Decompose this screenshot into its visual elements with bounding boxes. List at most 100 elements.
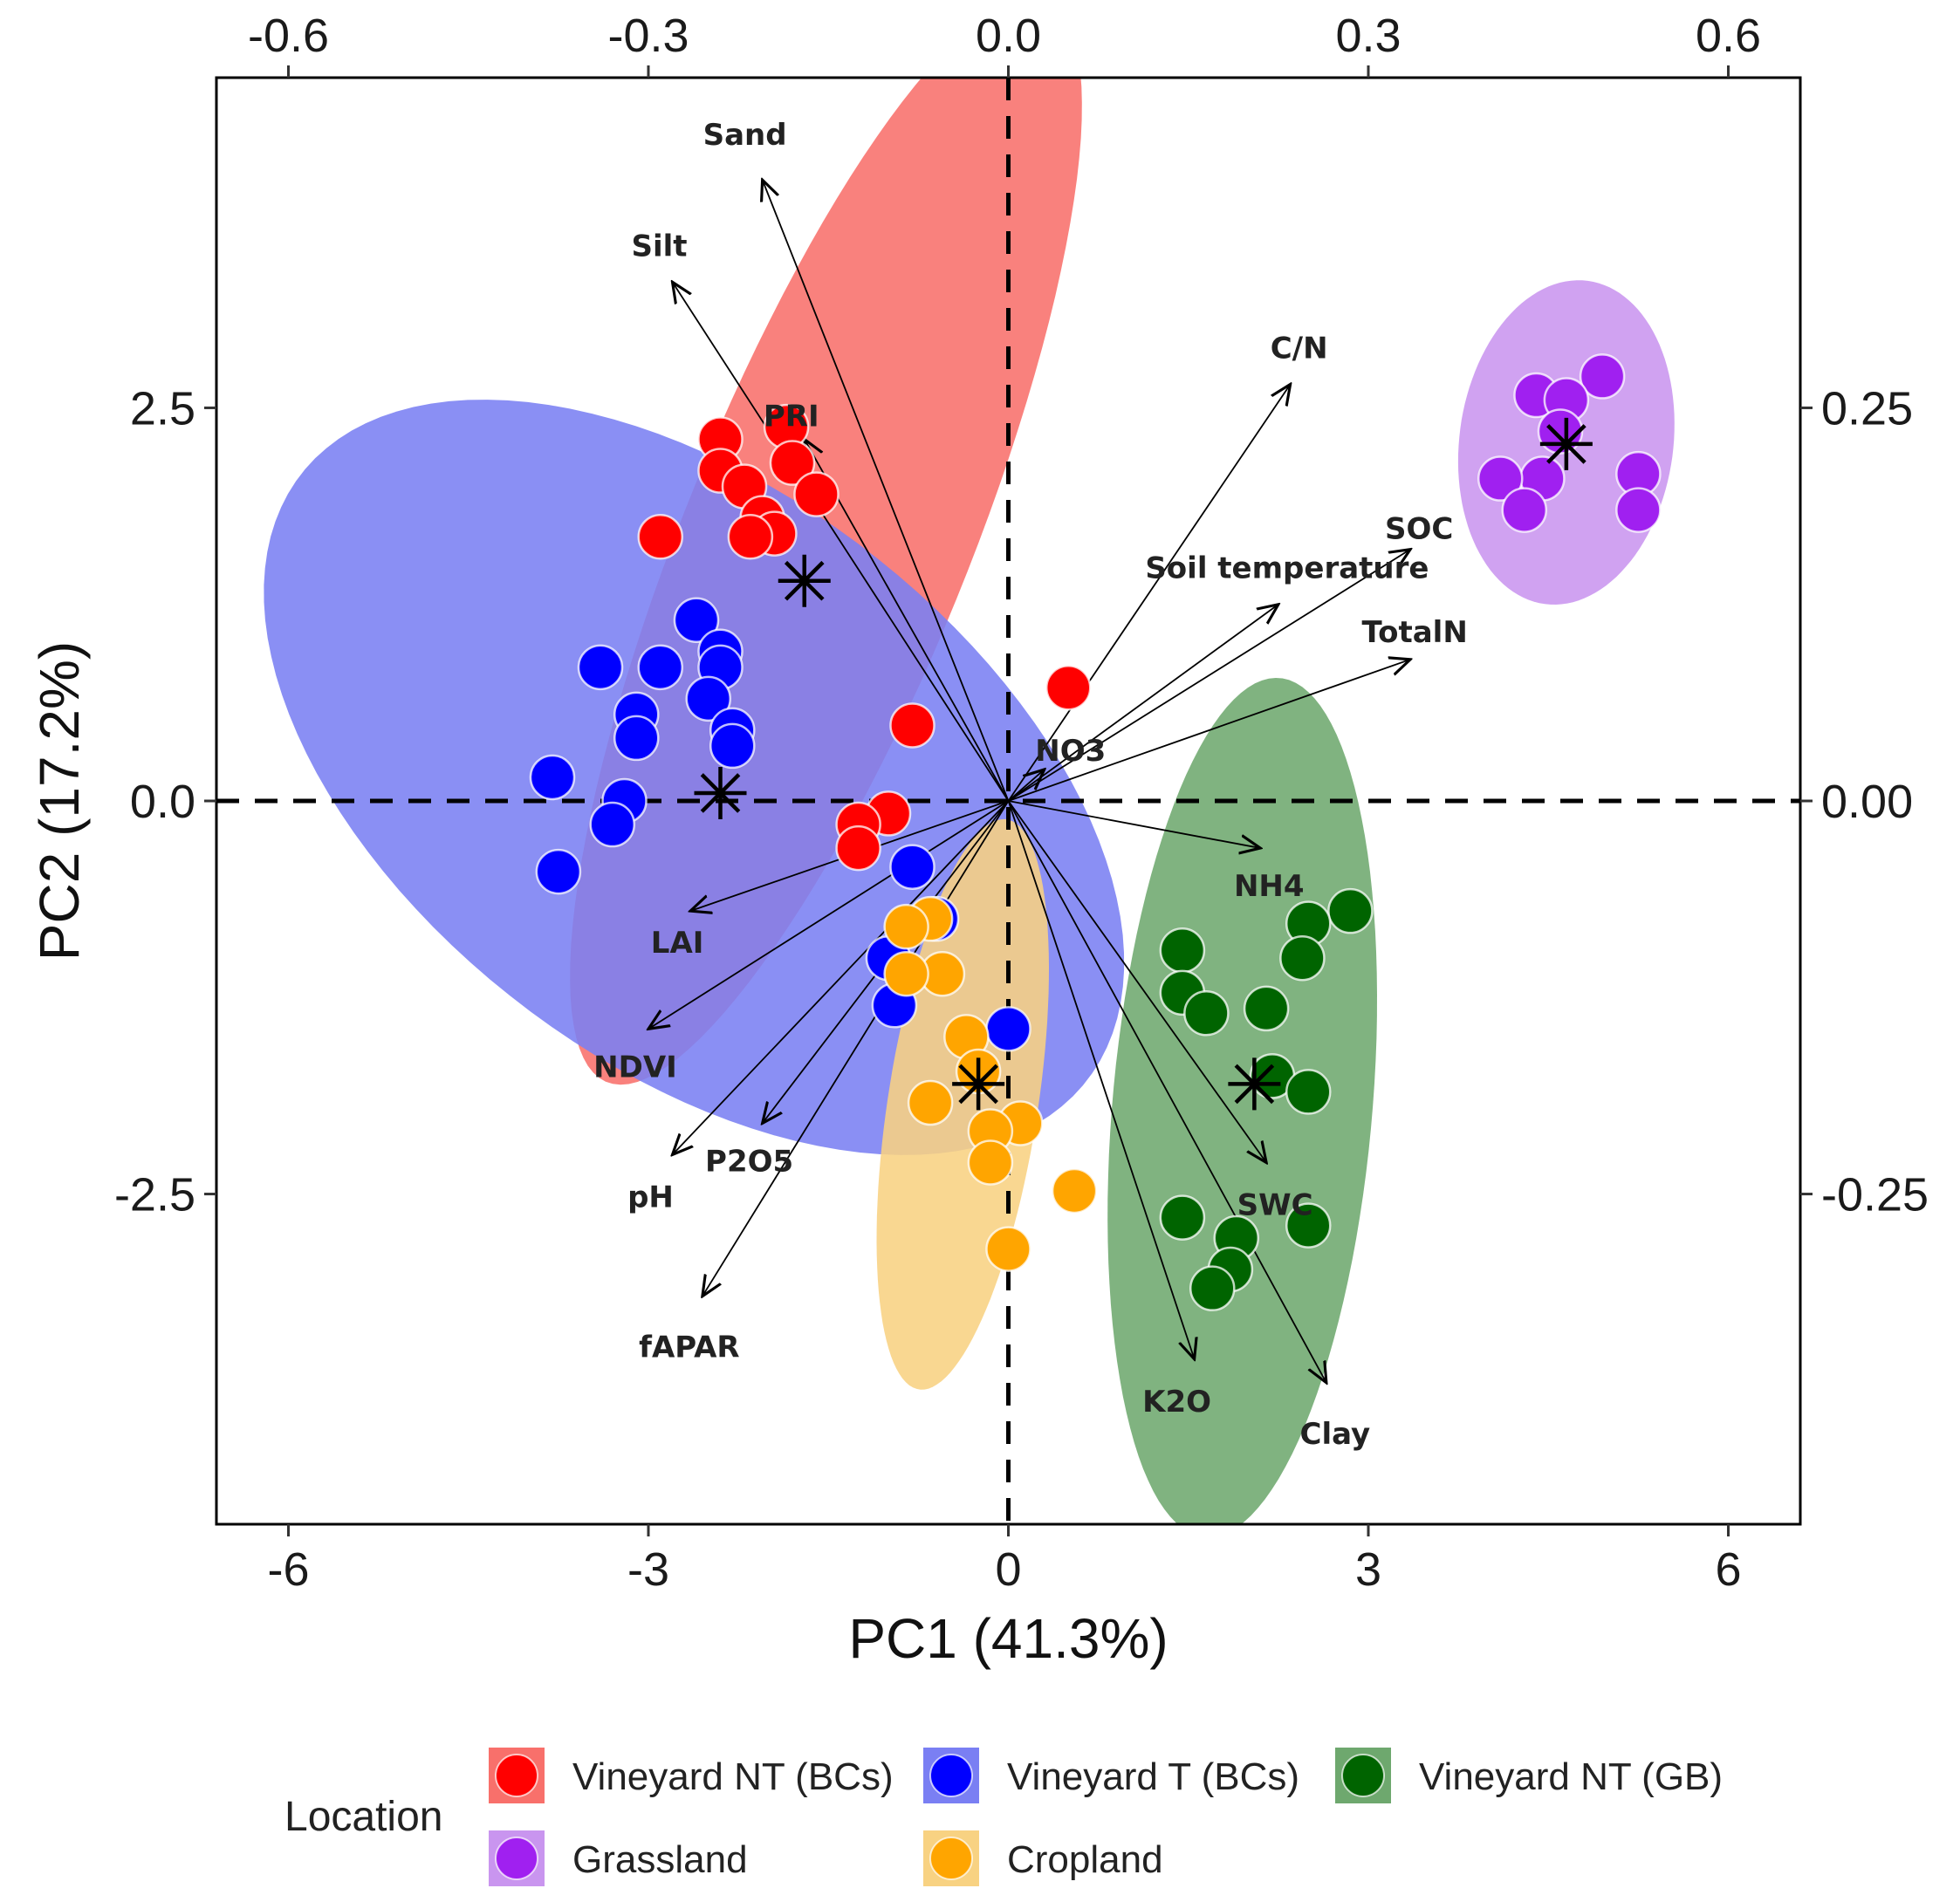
arrow-soil-temperature [1007, 605, 1278, 802]
loading-label-fapar: fAPAR [639, 1331, 739, 1365]
x-tick-label: -6 [267, 1543, 309, 1596]
point-vineyard-t-bcs [577, 644, 624, 691]
point-grassland [1615, 487, 1662, 533]
score-points [529, 353, 1662, 1311]
legend-item-vineyard-nt-gb: Vineyard NT (GB) [1335, 1748, 1723, 1803]
loading-label-sand: Sand [703, 118, 787, 153]
top-tick-label: 0.6 [1696, 10, 1761, 62]
point-vineyard-nt-bcs [889, 702, 935, 749]
top-tick-label: 0.3 [1335, 10, 1401, 62]
y-tick-label: -2.5 [114, 1169, 195, 1221]
point-vineyard-nt-gb [1189, 1265, 1236, 1311]
arrow-ph [673, 800, 1010, 1154]
loading-label-clay: Clay [1300, 1417, 1371, 1452]
point-vineyard-nt-gb [1285, 1202, 1332, 1249]
point-vineyard-nt-bcs [1045, 664, 1092, 711]
loading-label-lai: LAI [651, 926, 704, 961]
arrow-fapar [702, 800, 1010, 1297]
point-vineyard-nt-bcs [727, 513, 774, 560]
legend-label: Grassland [572, 1838, 748, 1881]
loading-labels: Sand Silt PRI C/N SOC Soil temperature TotalN N… [593, 118, 1468, 1452]
arrow-c-n [1007, 384, 1291, 802]
loading-label-c-n: C/N [1271, 331, 1328, 366]
arrow-no3 [1007, 770, 1045, 802]
legend-item-grassland: Grassland [489, 1830, 748, 1886]
confidence-ellipses [264, 78, 1675, 1524]
x-tick-label: 0 [995, 1543, 1021, 1596]
point-vineyard-t-bcs [535, 848, 582, 895]
point-grassland [1537, 408, 1584, 455]
point-cropland [907, 1079, 954, 1126]
legend-label: Cropland [1007, 1838, 1163, 1881]
point-cropland [967, 1139, 1014, 1186]
legend-label: Vineyard T (BCs) [1007, 1755, 1299, 1798]
right-tick-label: -0.25 [1821, 1169, 1929, 1221]
arrow-swc [1007, 800, 1267, 1163]
arrow-clay [1007, 800, 1326, 1383]
legend-title: Location [284, 1794, 442, 1840]
arrow-k2o [1007, 800, 1195, 1359]
point-vineyard-t-bcs [889, 844, 935, 890]
legend-key-dot [495, 1754, 538, 1797]
point-cropland [883, 903, 929, 950]
point-cropland [883, 950, 929, 997]
arrow-soc [1008, 550, 1411, 802]
loading-label-ph: pH [627, 1180, 674, 1214]
y-axis-title: PC2 (17.2%) [28, 641, 91, 961]
legend-key-dot [1341, 1754, 1385, 1797]
loading-label-soil-temperature: Soil temperature [1145, 551, 1429, 586]
y-tick-label: 0.0 [130, 776, 195, 828]
x-tick-label: -3 [627, 1543, 669, 1596]
point-grassland [1579, 353, 1626, 400]
axis-ticks: -6 -3 0 3 6 -2.5 0.0 2.5 -0.6 -0.3 0.0 0.3 0.6 0.25 0.… [114, 10, 1929, 1596]
point-vineyard-nt-bcs [769, 440, 816, 486]
top-tick-label: -0.3 [607, 10, 689, 62]
reference-lines [216, 78, 1800, 1524]
point-vineyard-nt-gb [1327, 887, 1374, 934]
x-tick-label: 3 [1355, 1543, 1381, 1596]
arrow-nh4 [1008, 800, 1261, 848]
point-vineyard-nt-gb [1285, 1069, 1332, 1115]
point-vineyard-t-bcs [673, 597, 720, 643]
loading-label-soc: SOC [1385, 512, 1453, 547]
point-cropland [1051, 1167, 1098, 1214]
right-tick-label: 0.25 [1821, 382, 1913, 434]
ellipse-vineyard-nt-gb [1107, 678, 1377, 1524]
centroid-cropland [952, 1057, 1005, 1111]
legend-item-vineyard-nt-bcs: Vineyard NT (BCs) [489, 1748, 894, 1803]
loading-label-nh4: NH4 [1234, 869, 1305, 904]
top-tick-label: 0.0 [976, 10, 1041, 62]
arrow-silt [673, 282, 1010, 802]
legend: Location Vineyard NT (BCs) Vineyard T (BC… [284, 1748, 1723, 1886]
loading-label-ndvi: NDVI [593, 1050, 677, 1084]
point-cropland [985, 1226, 1031, 1272]
legend-key-dot [929, 1754, 973, 1797]
centroid-grassland [1539, 417, 1593, 470]
legend-label: Vineyard NT (BCs) [572, 1755, 894, 1798]
point-vineyard-t-bcs [637, 644, 683, 691]
point-vineyard-nt-bcs [835, 824, 881, 872]
point-grassland [1477, 455, 1524, 502]
legend-key-dot [929, 1837, 973, 1880]
loading-label-p2o5: P2O5 [705, 1144, 793, 1179]
point-vineyard-t-bcs [685, 675, 731, 722]
point-vineyard-t-bcs [613, 715, 660, 762]
centroid-vineyard-t-bcs [694, 766, 747, 819]
right-tick-label: 0.00 [1821, 776, 1913, 828]
point-vineyard-nt-gb [1159, 927, 1206, 974]
loading-label-swc: SWC [1237, 1188, 1313, 1223]
point-vineyard-t-bcs [709, 722, 756, 770]
point-grassland [1501, 487, 1547, 533]
point-vineyard-nt-gb [1243, 985, 1290, 1032]
arrow-totaln [1008, 660, 1411, 802]
point-vineyard-t-bcs [589, 801, 635, 848]
point-vineyard-t-bcs [529, 754, 576, 801]
legend-item-cropland: Cropland [923, 1830, 1163, 1886]
point-vineyard-nt-gb [1183, 990, 1230, 1037]
loading-label-pri: PRI [764, 400, 819, 434]
loading-label-no3: NO3 [1035, 734, 1106, 769]
top-tick-label: -0.6 [248, 10, 329, 62]
x-axis-title: PC1 (41.3%) [848, 1607, 1168, 1670]
point-vineyard-nt-gb [1279, 934, 1326, 982]
